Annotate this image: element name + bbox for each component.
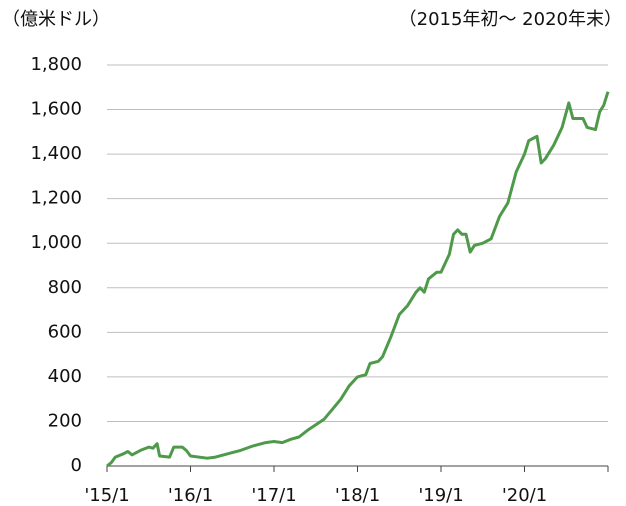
y-tick-label: 600: [48, 321, 82, 342]
x-tick-label: '16/1: [168, 485, 213, 506]
y-tick-label: 800: [48, 277, 82, 298]
period-label: （2015年初～ 2020年末）: [399, 9, 622, 30]
y-tick-label: 200: [48, 410, 82, 431]
data-line: [106, 91, 610, 468]
x-tick-label: '20/1: [502, 485, 547, 506]
y-tick-label: 1,600: [30, 99, 82, 120]
x-tick-label: '18/1: [335, 485, 380, 506]
unit-label: （億米ドル）: [2, 9, 110, 30]
y-tick-label: 1,400: [30, 143, 82, 164]
y-tick-label: 1,000: [30, 232, 82, 253]
x-tick-label: '15/1: [84, 485, 129, 506]
y-tick-label: 1,200: [30, 188, 82, 209]
x-tick-label: '17/1: [251, 485, 296, 506]
y-tick-label: 400: [48, 366, 82, 387]
y-tick-label: 1,800: [30, 54, 82, 75]
x-tick-label: '19/1: [418, 485, 463, 506]
y-tick-label: 0: [71, 455, 82, 476]
